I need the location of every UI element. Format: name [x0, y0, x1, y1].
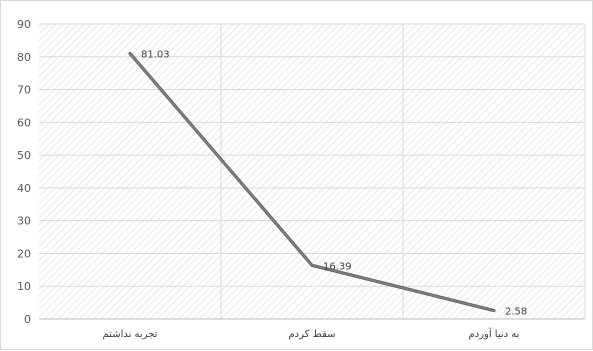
y-tick-label: 60 [17, 116, 31, 129]
gridlines [39, 23, 586, 319]
y-tick-label: 0 [24, 313, 31, 326]
y-tick-label: 40 [17, 182, 31, 195]
y-tick-label: 70 [17, 84, 31, 97]
y-tick-label: 10 [17, 280, 31, 293]
x-tick-label: به دنیا آوردم [469, 327, 520, 340]
x-axis: تجربه نداشتم سقط کردم به دنیا آوردم [39, 318, 585, 340]
plot-area-hatch [39, 24, 585, 319]
plot-area [39, 24, 585, 319]
series-group [128, 51, 496, 313]
data-label: 81.03 [141, 49, 170, 60]
series-line [129, 52, 495, 312]
data-label: 2.58 [505, 307, 527, 318]
y-tick-label: 30 [17, 215, 31, 228]
y-tick-label: 90 [17, 18, 31, 31]
data-labels: 81.03 16.39 2.58 [141, 49, 527, 317]
y-tick-label: 20 [17, 247, 31, 260]
data-label: 16.39 [323, 261, 352, 272]
y-axis: 0 10 20 30 40 50 60 70 80 90 [17, 18, 31, 326]
y-tick-label: 50 [17, 149, 31, 162]
x-tick-label: تجربه نداشتم [103, 329, 158, 340]
x-tick-label: سقط کردم [288, 329, 335, 340]
y-tick-label: 80 [17, 51, 31, 64]
